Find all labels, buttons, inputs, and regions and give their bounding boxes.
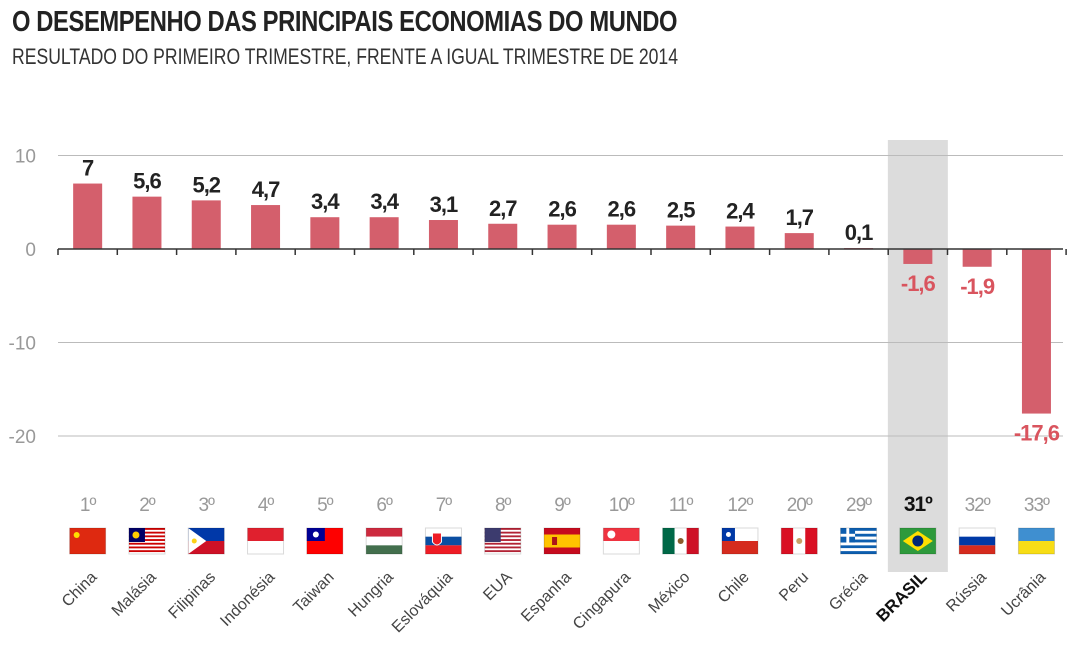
- y-tick-label: -20: [9, 427, 36, 448]
- rank-label: 5º: [317, 495, 334, 516]
- category-label: Grécia: [826, 569, 871, 614]
- taiwan-flag-icon: [306, 527, 344, 555]
- bar: [369, 217, 399, 249]
- rank-label: 12º: [727, 495, 753, 516]
- y-tick-label: 10: [15, 147, 36, 168]
- bar: [191, 200, 221, 249]
- china-flag-icon: [69, 527, 107, 555]
- data-label: 7: [82, 156, 94, 181]
- slovakia-flag-icon: [424, 527, 462, 555]
- bar: [1021, 249, 1051, 414]
- category-label: Espanha: [518, 569, 575, 626]
- category-label: Filipinas: [166, 569, 220, 623]
- data-label: 3,4: [311, 189, 340, 214]
- data-label: 2,6: [608, 197, 636, 222]
- rank-label: 4º: [258, 495, 275, 516]
- rank-label: 3º: [198, 495, 215, 516]
- bar: [73, 183, 103, 249]
- rank-label: 2º: [139, 495, 156, 516]
- mexico-flag-icon: [662, 527, 700, 555]
- rank-label: 7º: [436, 495, 453, 516]
- data-label: -1,9: [960, 274, 995, 299]
- data-label: 2,5: [667, 198, 695, 223]
- category-label: China: [59, 569, 101, 611]
- rank-label: 32º: [965, 495, 991, 516]
- rank-label: 9º: [554, 495, 571, 516]
- indonesia-flag-icon: [247, 527, 285, 555]
- data-label: 2,7: [489, 196, 517, 221]
- data-label: 3,1: [430, 192, 458, 217]
- category-label: Cingapura: [570, 569, 634, 633]
- spain-flag-icon: [543, 527, 581, 555]
- category-label: Peru: [776, 569, 812, 605]
- malaysia-flag-icon: [128, 527, 166, 555]
- category-label: Chile: [715, 569, 753, 607]
- category-label: EUA: [480, 569, 516, 605]
- rank-label: 29º: [846, 495, 872, 516]
- rank-label: 11º: [669, 495, 694, 516]
- data-label: 0,1: [845, 220, 873, 245]
- bar: [903, 249, 933, 264]
- bar: [725, 226, 755, 249]
- category-label: Indonésia: [217, 569, 278, 630]
- data-label: 2,4: [726, 199, 755, 224]
- bar: [784, 233, 814, 249]
- category-label: México: [646, 569, 694, 617]
- philippines-flag-icon: [187, 527, 225, 555]
- chart-title: O DESEMPENHO DAS PRINCIPAIS ECONOMIAS DO…: [12, 6, 678, 38]
- rank-label: 10º: [609, 495, 635, 516]
- y-tick-label: 0: [25, 240, 36, 261]
- usa-flag-icon: [484, 527, 522, 555]
- data-label: -1,6: [901, 271, 936, 296]
- data-label: 1,7: [785, 205, 813, 230]
- data-label: 5,2: [192, 172, 220, 197]
- russia-flag-icon: [958, 527, 996, 555]
- category-label: BRASIL: [872, 567, 930, 625]
- chile-flag-icon: [721, 527, 759, 555]
- rank-label: 6º: [376, 495, 393, 516]
- data-label: 4,7: [252, 177, 280, 202]
- bar: [962, 249, 992, 267]
- highlight-band: [887, 140, 948, 572]
- brazil-flag-icon: [899, 527, 937, 555]
- bar: [606, 224, 636, 249]
- category-label: Malásia: [109, 569, 160, 620]
- y-tick-label: -10: [9, 334, 36, 355]
- rank-label: 8º: [495, 495, 512, 516]
- peru-flag-icon: [780, 527, 818, 555]
- ukraine-flag-icon: [1017, 527, 1055, 555]
- data-label: -17,6: [1014, 421, 1060, 446]
- category-label: Rússia: [943, 569, 990, 616]
- bar: [488, 223, 518, 249]
- data-label: 3,4: [370, 189, 399, 214]
- rank-label: 20º: [787, 495, 813, 516]
- category-label: Ucrânia: [998, 569, 1049, 620]
- singapore-flag-icon: [602, 527, 640, 555]
- bar: [428, 220, 458, 249]
- bar: [547, 224, 577, 249]
- category-label: Taiwan: [290, 569, 337, 616]
- data-label: 5,6: [133, 169, 161, 194]
- rank-label: 31º: [904, 493, 933, 516]
- hungary-flag-icon: [365, 527, 403, 555]
- bar: [251, 205, 281, 249]
- bar: [310, 217, 340, 249]
- bar: [132, 196, 162, 249]
- data-label: 2,6: [548, 197, 576, 222]
- chart-subtitle: RESULTADO DO PRIMEIRO TRIMESTRE, FRENTE …: [12, 44, 678, 69]
- category-label: Hungria: [345, 569, 397, 621]
- rank-label: 33º: [1024, 495, 1050, 516]
- bar: [666, 225, 696, 249]
- category-label: Eslováquia: [389, 569, 456, 636]
- rank-label: 1º: [80, 495, 97, 516]
- greece-flag-icon: [840, 527, 878, 555]
